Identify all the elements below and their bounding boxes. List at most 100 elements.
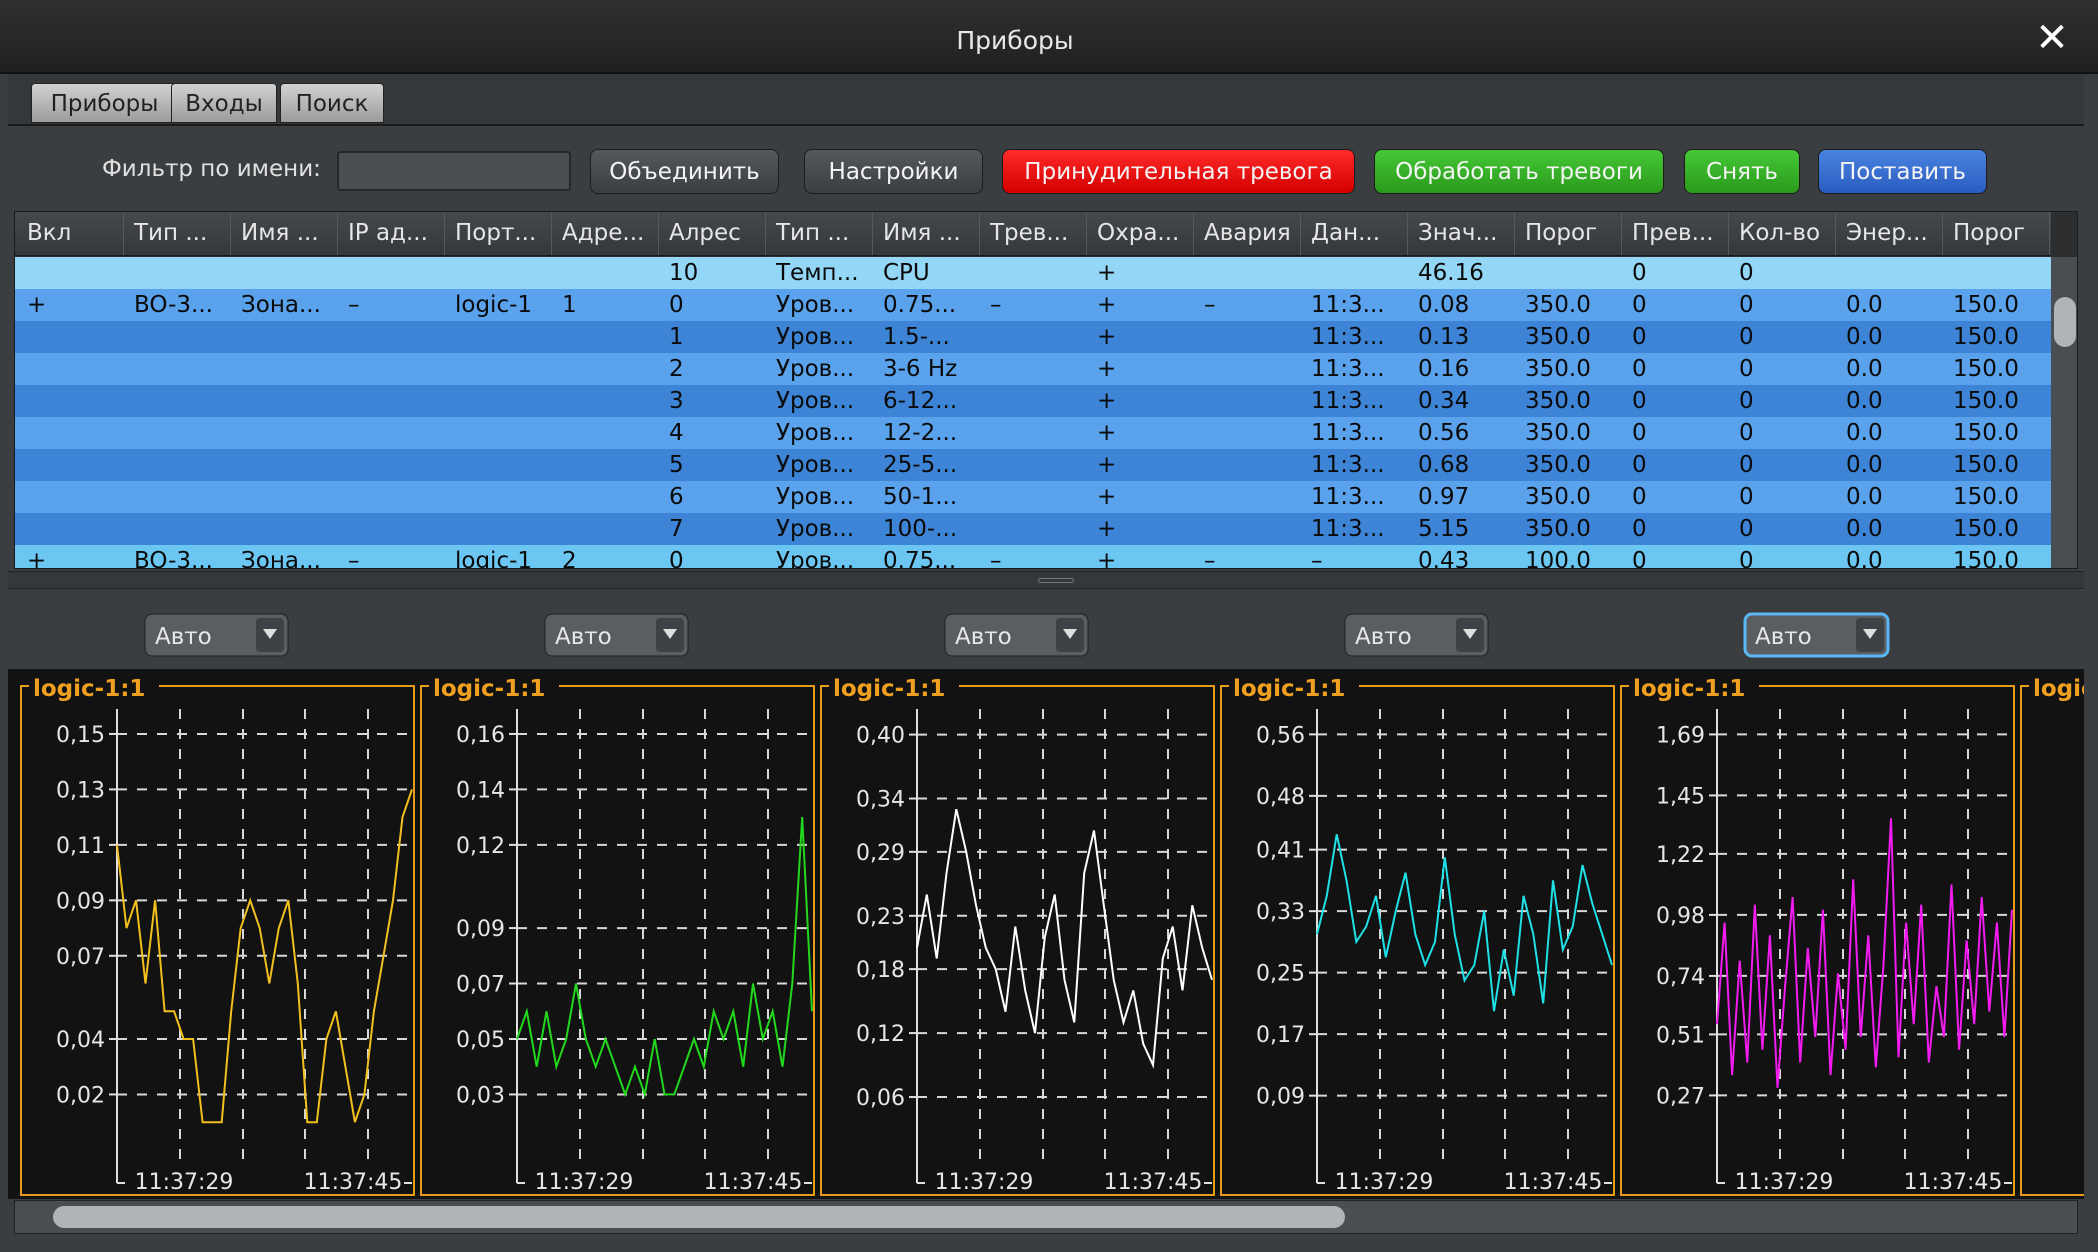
table-row[interactable]: 1 Уров... 1.5-... +11:3... 0.13 350.0 0 0 0.0 150… [15, 321, 2051, 353]
y-tick-label: 0,98 [1656, 904, 1705, 929]
table: Вкл Тип ... Имя ... IP ад... Порт... Адре... А… [14, 211, 2078, 569]
button[interactable]: Настройки [804, 149, 983, 194]
y-tick-label: 0,18 [856, 958, 905, 983]
column-header[interactable]: Авария [1194, 212, 1301, 255]
column-header[interactable]: Кол-во [1729, 212, 1836, 255]
column-header[interactable]: Дан... [1301, 212, 1408, 255]
table-cell: 6 [669, 484, 684, 510]
y-tick-label: 1,69 [1656, 723, 1705, 748]
chart-panel: Авто logic-1:1 0,02 0,04 0,07 0,09 0,11 0,13 0,1… [20, 613, 415, 1196]
column-header[interactable]: Тип ... [766, 212, 873, 255]
column-header[interactable]: Порог [1515, 212, 1622, 255]
table-cell: 11:3... [1311, 484, 1385, 510]
table-cell: Уров... [776, 356, 855, 382]
table-row[interactable]: 4 Уров... 12-2... +11:3... 0.56 350.0 0 0 0.0 150… [15, 417, 2051, 449]
y-tick-label: 0,09 [56, 889, 105, 914]
table-cell: + [27, 548, 47, 569]
table-row[interactable]: + BO-3... Зона... – logic-1 1 0 Уров... 0.75... –… [15, 289, 2051, 321]
tab[interactable]: Входы [171, 83, 277, 123]
table-row[interactable]: 10 Темп... CPU +46.16 0 0 [15, 257, 2051, 289]
column-header[interactable]: Имя ... [231, 212, 338, 255]
table-cell: Уров... [776, 548, 855, 569]
panel-title: logic-1:1 [433, 676, 545, 702]
table-cell: + [1097, 356, 1117, 382]
vertical-scrollbar[interactable] [2051, 257, 2077, 568]
table-row[interactable]: 6 Уров... 50-1... +11:3... 0.97 350.0 0 0 0.0 150… [15, 481, 2051, 513]
panel-title: logic-1:1 [2033, 676, 2098, 702]
column-header[interactable]: Трев... [980, 212, 1087, 255]
splitter[interactable] [8, 571, 2084, 589]
table-row[interactable]: 2 Уров... 3-6 Hz +11:3... 0.16 350.0 0 0 0.0 150.… [15, 353, 2051, 385]
button[interactable]: Объединить [590, 149, 779, 194]
dropdown-value: Авто [955, 624, 1012, 650]
scroll-thumb[interactable] [53, 1206, 1345, 1228]
y-tick-label: 0,03 [456, 1083, 505, 1108]
dropdown[interactable]: Авто [544, 613, 689, 657]
dropdown-value: Авто [1355, 624, 1412, 650]
table-cell: 0 [1632, 484, 1647, 510]
table-cell: 150.0 [1953, 292, 2019, 318]
table-cell: 1 [562, 292, 577, 318]
table-header: Вкл Тип ... Имя ... IP ад... Порт... Адре... А… [15, 212, 2051, 256]
table-cell: 11:3... [1311, 356, 1385, 382]
tab[interactable]: Приборы [31, 83, 178, 123]
table-cell: + [1097, 324, 1117, 350]
table-row[interactable]: 3 Уров... 6-12... +11:3... 0.34 350.0 0 0 0.0 150… [15, 385, 2051, 417]
panel-title-bg [429, 672, 559, 700]
column-header[interactable]: Адре... [552, 212, 659, 255]
table-cell: 0.13 [1418, 324, 1470, 350]
table-row[interactable]: + BO-3... Зона... – logic-1 2 0 Уров... 0.75... –… [15, 545, 2051, 569]
scroll-thumb[interactable] [2054, 297, 2076, 347]
table-cell: – [1311, 548, 1323, 569]
column-header[interactable]: Энер... [1836, 212, 1943, 255]
dropdown[interactable]: Авто [144, 613, 289, 657]
y-tick-label: 0,34 [856, 788, 905, 813]
horizontal-scrollbar[interactable] [14, 1200, 2078, 1234]
y-tick-label: 0,09 [1256, 1085, 1305, 1110]
column-header[interactable]: Прев... [1622, 212, 1729, 255]
button[interactable]: Снять [1684, 149, 1800, 194]
table-cell: 0.0 [1846, 516, 1883, 542]
dropdown[interactable]: Авто [1344, 613, 1489, 657]
column-header[interactable]: Порог [1943, 212, 2050, 255]
panel-frame [20, 685, 415, 1196]
button[interactable]: Обработать тревоги [1374, 149, 1664, 194]
table-cell: 11:3... [1311, 452, 1385, 478]
button[interactable]: Поставить [1818, 149, 1987, 194]
table-cell: 0.56 [1418, 420, 1470, 446]
y-tick-label: 0,12 [456, 834, 505, 859]
dropdown[interactable]: Авто [1743, 612, 1890, 658]
table-cell: 350.0 [1525, 484, 1591, 510]
table-cell: 350.0 [1525, 324, 1591, 350]
table-cell: 3 [669, 388, 684, 414]
table-cell: 11:3... [1311, 324, 1385, 350]
table-row[interactable]: 5 Уров... 25-5... +11:3... 0.68 350.0 0 0 0.0 150… [15, 449, 2051, 481]
column-header[interactable]: Вкл [17, 212, 124, 255]
column-header[interactable]: Знач... [1408, 212, 1515, 255]
x-tick-label: 11:37:29 [935, 1170, 1034, 1195]
dropdown-box [1743, 612, 1890, 658]
column-header[interactable]: Охра... [1087, 212, 1194, 255]
column-header[interactable]: Алрес [659, 212, 766, 255]
filter-input[interactable] [337, 151, 571, 191]
table-cell: 350.0 [1525, 388, 1591, 414]
column-header[interactable]: IP ад... [338, 212, 445, 255]
tab[interactable]: Поиск [280, 83, 384, 123]
table-cell: 150.0 [1953, 356, 2019, 382]
dropdown-box [544, 613, 689, 657]
dropdown[interactable]: Авто [944, 613, 1089, 657]
table-cell: – [348, 548, 360, 569]
table-cell: + [1097, 484, 1117, 510]
column-header[interactable]: Тип ... [124, 212, 231, 255]
button[interactable]: Принудительная тревога [1002, 149, 1355, 194]
column-header[interactable]: Порт... [445, 212, 552, 255]
table-cell: 0 [1739, 260, 1754, 286]
table-cell: 10 [669, 260, 699, 286]
close-button[interactable]: ✕ [2035, 15, 2069, 61]
table-cell: 0 [1739, 452, 1754, 478]
column-header[interactable]: Имя ... [873, 212, 980, 255]
table-row[interactable]: 7 Уров... 100-... +11:3... 5.15 350.0 0 0 0.0 150… [15, 513, 2051, 545]
table-cell: 0 [1632, 548, 1647, 569]
